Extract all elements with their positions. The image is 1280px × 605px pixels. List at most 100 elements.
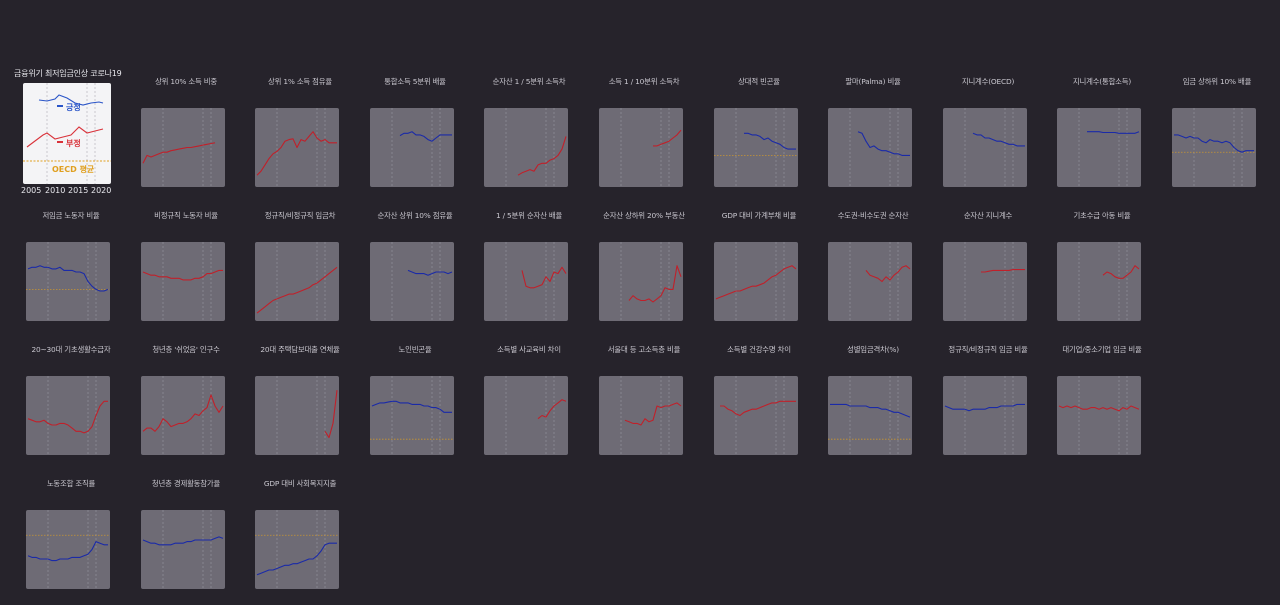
chart-svg bbox=[715, 242, 797, 321]
indicator-chart: 순자산 지니계수 bbox=[931, 202, 1045, 330]
indicator-chart: 정규직/비정규직 임금차 bbox=[243, 202, 357, 330]
chart-title: 순자산 지니계수 bbox=[963, 211, 1013, 220]
chart-title: 상대적 빈곤율 bbox=[738, 77, 780, 86]
chart-title: 지니계수(통합소득) bbox=[1072, 77, 1132, 86]
chart-svg bbox=[27, 376, 108, 455]
chart-plot-area bbox=[1057, 108, 1141, 187]
chart-title: 임금 상하위 10% 배율 bbox=[1182, 77, 1252, 86]
chart-svg bbox=[26, 242, 110, 321]
chart-plot-area bbox=[943, 242, 1027, 321]
chart-svg bbox=[620, 108, 682, 187]
chart-plot-area bbox=[714, 108, 798, 187]
chart-title: GDP 대비 가계부채 비율 bbox=[721, 211, 797, 220]
data-series-line bbox=[944, 403, 1025, 412]
data-series-line bbox=[142, 269, 223, 281]
data-series-line bbox=[256, 266, 338, 314]
data-series-line bbox=[324, 390, 338, 439]
chart-svg bbox=[849, 108, 910, 187]
chart-title: 통합소득 5분위 배율 bbox=[384, 77, 446, 86]
chart-plot-area bbox=[26, 242, 110, 321]
data-series-line bbox=[865, 265, 911, 283]
chart-title: 노인빈곤율 bbox=[398, 345, 432, 354]
data-series-line bbox=[981, 269, 1025, 273]
chart-plot-area bbox=[484, 376, 568, 455]
chart-svg bbox=[370, 376, 454, 455]
data-series-line bbox=[27, 400, 108, 434]
indicator-chart: 노인빈곤율 bbox=[358, 336, 472, 464]
indicator-chart: 임금 상하위 10% 배율 bbox=[1160, 68, 1274, 196]
chart-title: 대기업/중소기업 임금 비율 bbox=[1062, 345, 1142, 354]
chart-plot-area bbox=[714, 242, 798, 321]
chart-plot-area bbox=[1057, 242, 1141, 321]
data-series-line bbox=[720, 400, 796, 417]
chart-svg bbox=[620, 242, 682, 321]
data-series-line bbox=[624, 402, 682, 426]
chart-title: 성별임금격차(%) bbox=[847, 345, 899, 354]
indicator-chart: 저임금 노동자 비율 bbox=[14, 202, 128, 330]
indicator-chart: 소득 1 / 10분위 소득차 bbox=[587, 68, 701, 196]
chart-svg bbox=[1078, 242, 1140, 321]
indicator-chart: 수도권-비수도권 순자산 bbox=[816, 202, 930, 330]
indicator-chart: 대기업/중소기업 임금 비율 bbox=[1045, 336, 1159, 464]
data-series-line bbox=[399, 131, 452, 142]
chart-title: 수도권-비수도권 순자산 bbox=[837, 211, 909, 220]
chart-title: 서울대 등 고소득층 비율 bbox=[607, 345, 681, 354]
indicator-chart: 기초수급 아동 비율 bbox=[1045, 202, 1159, 330]
legend-year-axis: 2005 2010 2015 2020 bbox=[21, 186, 119, 196]
legend-oecd-label: OECD 평균 bbox=[52, 165, 95, 174]
chart-plot-area bbox=[26, 376, 110, 455]
chart-svg bbox=[1078, 108, 1140, 187]
chart-title: 노동조합 조직률 bbox=[46, 479, 96, 488]
indicator-chart: 20~30대 기초생활수급자 bbox=[14, 336, 128, 464]
chart-plot-area bbox=[599, 108, 683, 187]
chart-svg bbox=[256, 242, 338, 321]
chart-svg bbox=[944, 376, 1025, 455]
data-series-line bbox=[27, 541, 108, 562]
legend-positive-label: 긍정 bbox=[66, 103, 81, 112]
indicator-chart: GDP 대비 가계부채 비율 bbox=[702, 202, 816, 330]
chart-plot-area bbox=[370, 242, 454, 321]
chart-svg bbox=[505, 376, 567, 455]
indicator-chart: 순자산 상위 10% 점유율 bbox=[358, 202, 472, 330]
indicator-chart: 소득별 사교육비 차이 bbox=[472, 336, 586, 464]
data-series-line bbox=[407, 269, 453, 276]
indicator-chart: 상대적 빈곤율 bbox=[702, 68, 816, 196]
data-series-line bbox=[744, 132, 796, 150]
chart-title: 정규직/비정규직 임금 비율 bbox=[948, 345, 1028, 354]
chart-plot-area bbox=[599, 242, 683, 321]
chart-svg bbox=[849, 242, 911, 321]
chart-plot-area bbox=[141, 376, 225, 455]
data-series-line bbox=[521, 266, 567, 289]
chart-svg bbox=[142, 510, 224, 589]
data-series-line bbox=[256, 542, 337, 576]
legend-event-labels: 금융위기 최저임금인상 코로나19 bbox=[14, 68, 122, 79]
indicator-chart: 순자산 1 / 5분위 소득차 bbox=[472, 68, 586, 196]
chart-title: 팔마(Palma) 비율 bbox=[845, 77, 901, 86]
chart-title: 청년층 경제활동참가율 bbox=[151, 479, 221, 488]
chart-plot-area bbox=[1172, 108, 1256, 187]
chart-title: 상위 10% 소득 비중 bbox=[155, 77, 217, 86]
chart-svg bbox=[391, 242, 453, 321]
chart-svg bbox=[1058, 376, 1140, 455]
data-series-line bbox=[830, 403, 911, 418]
chart-svg bbox=[620, 376, 682, 455]
chart-title: 1 / 5분위 순자산 배율 bbox=[495, 211, 563, 220]
data-series-line bbox=[27, 265, 109, 292]
legend-negative-swatch bbox=[57, 141, 63, 143]
event-label-financial-crisis: 금융위기 bbox=[14, 69, 43, 78]
indicator-chart: 20대 주택담보대출 연체율 bbox=[243, 336, 357, 464]
chart-title: 소득별 건강수명 차이 bbox=[727, 345, 791, 354]
data-series-line bbox=[142, 536, 224, 546]
chart-title: 비정규직 노동자 비율 bbox=[154, 211, 218, 220]
data-series-line bbox=[1102, 265, 1140, 279]
indicator-chart: 지니계수(OECD) bbox=[931, 68, 1045, 196]
chart-title: 순자산 상하위 20% 부동산 bbox=[603, 211, 685, 220]
indicator-chart: 지니계수(통합소득) bbox=[1045, 68, 1159, 196]
indicator-chart: 서울대 등 고소득층 비율 bbox=[587, 336, 701, 464]
chart-svg bbox=[714, 108, 798, 187]
chart-svg bbox=[142, 242, 223, 321]
chart-svg bbox=[1172, 108, 1256, 187]
chart-svg bbox=[391, 108, 452, 187]
chart-svg bbox=[255, 510, 339, 589]
